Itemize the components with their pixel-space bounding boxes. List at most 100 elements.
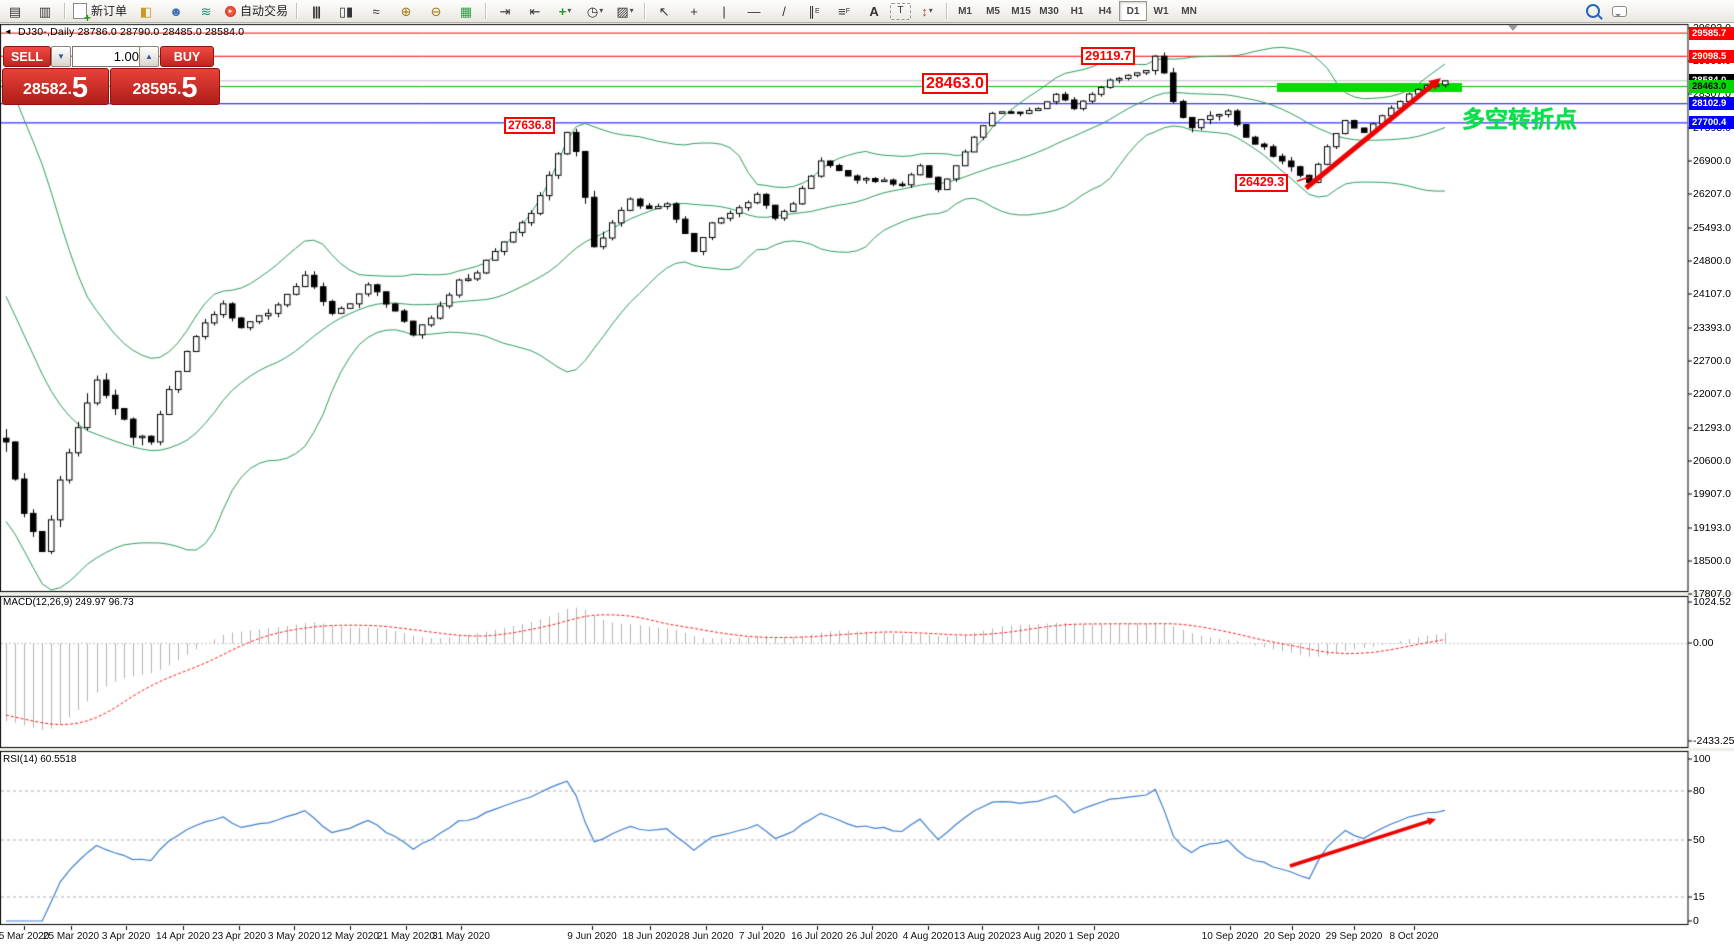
tab-d1[interactable]: D1 (1119, 1, 1148, 21)
price-tag: 28102.9 (1689, 97, 1734, 111)
date-label: 29 Sep 2020 (1325, 931, 1383, 942)
text-icon[interactable]: A (869, 3, 879, 19)
indicators-button[interactable]: + ▾ (558, 3, 572, 19)
date-label: 20 Sep 2020 (1263, 931, 1321, 942)
annotation-text[interactable]: 多空转折点 (1462, 106, 1577, 132)
tab-w1[interactable]: W1 (1153, 5, 1169, 17)
toolbar-separator (644, 3, 646, 19)
date-label: 31 May 2020 (432, 931, 490, 942)
tab-h1[interactable]: H1 (1070, 5, 1084, 17)
autotrading-button[interactable]: ▸ 自动交易 (222, 0, 291, 22)
date-label: 10 Sep 2020 (1201, 931, 1259, 942)
price-tag: 27700.4 (1689, 116, 1734, 130)
date-label: 28 Jun 2020 (678, 931, 734, 942)
tab-m15[interactable]: M15 (1011, 5, 1031, 17)
chart-collapse-marker[interactable]: ◄ (4, 27, 12, 36)
buy-price-button[interactable]: 28595. 5 (110, 68, 220, 105)
date-label: 16 Jul 2020 (791, 931, 843, 942)
bar-chart-icon[interactable]: ||| (312, 3, 321, 19)
buy-price-main: 28595. (132, 81, 182, 98)
price-tick-label: 26207.0 (1693, 188, 1731, 200)
arrows-tool-icon[interactable]: ↕ ▾ (921, 3, 933, 19)
chart-canvas[interactable] (0, 22, 1734, 947)
signals-icon[interactable]: ≋ (200, 3, 212, 19)
toolbar-separator (296, 3, 298, 19)
price-tick-label: 25493.0 (1693, 222, 1731, 234)
vertical-line-icon[interactable]: | (722, 3, 726, 19)
text-label-icon[interactable]: T (890, 2, 912, 20)
macd-scale-label: 1024.52 (1693, 596, 1731, 608)
autotrading-label: 自动交易 (240, 4, 289, 18)
search-icon[interactable] (1579, 0, 1607, 22)
sell-button[interactable]: SELL (3, 46, 51, 67)
sell-price-main: 28582. (22, 81, 72, 98)
cursor-icon[interactable]: ↖ (658, 3, 670, 19)
annotation-box[interactable]: 28463.0 (922, 73, 988, 95)
community-icon[interactable]: ☻ (169, 3, 183, 19)
annotation-box[interactable]: 29119.7 (1081, 47, 1136, 66)
periods-button[interactable]: ◷ ▾ (586, 3, 604, 19)
metaeditor-icon[interactable]: ◧ (139, 3, 153, 19)
volume-increment-button[interactable]: ▲ (139, 46, 159, 67)
tile-windows-icon[interactable]: ▦ (459, 3, 473, 19)
rsi-scale-label: 80 (1693, 785, 1705, 797)
new-order-label: 新订单 (91, 4, 128, 18)
fibonacci-icon[interactable]: ≡ F (838, 3, 850, 19)
macd-scale-label: 0.00 (1693, 637, 1714, 649)
chart-shift-marker[interactable] (1508, 25, 1518, 31)
zoom-out-icon[interactable]: ⊖ (430, 3, 442, 19)
data-window-icon[interactable]: ▥ (38, 3, 52, 19)
templates-button[interactable]: ▨ ▾ (616, 3, 634, 19)
date-label: 9 Jun 2020 (567, 931, 617, 942)
price-tick-label: 26900.0 (1693, 155, 1731, 167)
rsi-label: RSI(14) 60.5518 (3, 754, 77, 765)
price-tick-label: 20600.0 (1693, 455, 1731, 467)
date-label: 12 May 2020 (321, 931, 379, 942)
horizontal-line-icon[interactable]: — (747, 3, 761, 19)
buy-price-pips: 5 (181, 72, 198, 104)
tab-mn[interactable]: MN (1181, 5, 1197, 17)
price-tick-label: 22700.0 (1693, 355, 1731, 367)
sell-price-button[interactable]: 28582. 5 (2, 68, 109, 105)
annotation-box[interactable]: 27636.8 (504, 117, 556, 134)
equidistant-channel-icon[interactable]: ∥ E (808, 3, 820, 19)
toolbar-separator (946, 3, 948, 19)
macd-scale-label: -2433.25 (1693, 735, 1734, 747)
buy-button[interactable]: BUY (160, 46, 214, 67)
price-tick-label: 23393.0 (1693, 322, 1731, 334)
date-label: 25 Mar 2020 (42, 931, 100, 942)
tab-m1[interactable]: M1 (958, 5, 972, 17)
chat-icon[interactable] (1605, 0, 1633, 22)
rsi-scale-label: 50 (1693, 834, 1705, 846)
chart-title: DJ30-,Daily 28786.0 28790.0 28485.0 2858… (18, 26, 245, 38)
autotrading-icon: ▸ (225, 5, 237, 17)
tab-m30[interactable]: M30 (1039, 5, 1059, 17)
toolbar-separator (485, 3, 487, 19)
date-label: 1 Sep 2020 (1068, 931, 1120, 942)
candlestick-chart-icon[interactable]: ▯▮ (338, 3, 354, 19)
line-chart-icon[interactable]: ≈ (372, 3, 380, 19)
crosshair-icon[interactable]: + (690, 3, 698, 19)
rsi-scale-label: 0 (1693, 915, 1699, 927)
date-label: 23 Aug 2020 (1009, 931, 1067, 942)
trendline-icon[interactable]: / (782, 3, 786, 19)
volume-input[interactable] (72, 46, 145, 67)
autoscroll-icon[interactable]: ⇥ (499, 3, 511, 19)
volume-decrement-button[interactable]: ▼ (51, 46, 71, 67)
price-tick-label: 19907.0 (1693, 488, 1731, 500)
tab-h4[interactable]: H4 (1098, 5, 1112, 17)
zoom-in-icon[interactable]: ⊕ (400, 3, 412, 19)
new-order-button[interactable]: 新订单 (70, 0, 130, 24)
date-label: 26 Jul 2020 (846, 931, 898, 942)
date-label: 4 Aug 2020 (902, 931, 954, 942)
chart-shift-icon[interactable]: ⇤ (529, 3, 541, 19)
price-tick-label: 21293.0 (1693, 422, 1731, 434)
chart-list-icon[interactable]: ▤ (8, 3, 22, 19)
annotation-box[interactable]: 26429.3 (1235, 174, 1289, 192)
date-label: 23 Apr 2020 (212, 931, 266, 942)
tab-m5[interactable]: M5 (986, 5, 1000, 17)
date-label: 14 Apr 2020 (156, 931, 210, 942)
date-label: 3 Apr 2020 (101, 931, 151, 942)
date-label: 8 Oct 2020 (1389, 931, 1439, 942)
